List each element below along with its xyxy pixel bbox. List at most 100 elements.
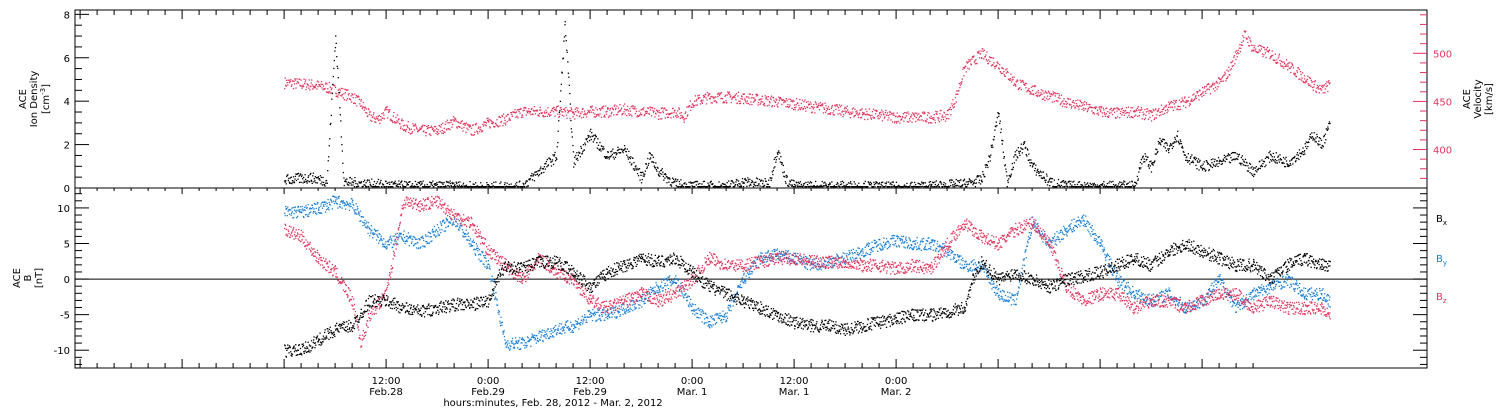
- density-point: [701, 183, 702, 184]
- density-point: [1010, 175, 1011, 176]
- by-point: [377, 230, 378, 231]
- density-point: [646, 164, 647, 165]
- velocity-point: [1093, 112, 1094, 113]
- density-point: [676, 181, 677, 182]
- density-point: [566, 40, 567, 41]
- density-point: [774, 166, 775, 167]
- density-point: [531, 175, 532, 176]
- velocity-point: [620, 109, 621, 110]
- velocity-point: [1181, 97, 1182, 98]
- density-point: [975, 179, 976, 180]
- velocity-point: [383, 112, 384, 113]
- density-point: [1008, 182, 1009, 183]
- velocity-point: [567, 110, 568, 111]
- density-point: [807, 184, 808, 185]
- velocity-point: [1267, 47, 1268, 48]
- velocity-point: [991, 57, 992, 58]
- density-point: [292, 182, 293, 183]
- density-point: [611, 155, 612, 156]
- velocity-point: [373, 114, 374, 115]
- density-point: [630, 156, 631, 157]
- velocity-point: [1071, 106, 1072, 107]
- density-point: [527, 181, 528, 182]
- density-point: [1214, 161, 1215, 162]
- velocity-point: [803, 108, 804, 109]
- density-point: [545, 163, 546, 164]
- density-point: [1151, 171, 1152, 172]
- density-point: [1250, 164, 1251, 165]
- velocity-point: [1213, 88, 1214, 89]
- by-point: [388, 241, 389, 242]
- velocity-point: [361, 99, 362, 100]
- velocity-point: [447, 120, 448, 121]
- velocity-point: [986, 51, 987, 52]
- by-point: [420, 247, 421, 248]
- density-point: [1002, 143, 1003, 144]
- velocity-point: [918, 113, 919, 114]
- density-point: [1015, 151, 1016, 152]
- density-point: [609, 158, 610, 159]
- velocity-point: [693, 107, 694, 108]
- velocity-point: [581, 111, 582, 112]
- velocity-point: [995, 66, 996, 67]
- by-point: [324, 201, 325, 202]
- density-point: [919, 186, 920, 187]
- density-point: [909, 185, 910, 186]
- density-point: [697, 181, 698, 182]
- density-point: [950, 185, 951, 186]
- by-point: [286, 208, 287, 209]
- velocity-point: [499, 125, 500, 126]
- velocity-point: [574, 114, 575, 115]
- density-point: [1011, 174, 1012, 175]
- by-point: [322, 208, 323, 209]
- velocity-point: [761, 101, 762, 102]
- velocity-point: [665, 117, 666, 118]
- velocity-point: [1043, 98, 1044, 99]
- velocity-point: [613, 114, 614, 115]
- velocity-point: [712, 102, 713, 103]
- by-point: [316, 204, 317, 205]
- velocity-point: [1296, 76, 1297, 77]
- density-point: [547, 159, 548, 160]
- velocity-point: [304, 83, 305, 84]
- by-point: [497, 305, 498, 306]
- by-point: [376, 234, 377, 235]
- velocity-point: [346, 100, 347, 101]
- density-point: [763, 180, 764, 181]
- velocity-point: [363, 102, 364, 103]
- density-point: [1146, 159, 1147, 160]
- density-point: [998, 116, 999, 117]
- velocity-point: [519, 113, 520, 114]
- velocity-point: [370, 111, 371, 112]
- velocity-point: [726, 102, 727, 103]
- density-point: [776, 156, 777, 157]
- by-point: [312, 205, 313, 206]
- density-point: [339, 107, 340, 108]
- density-point: [285, 182, 286, 183]
- velocity-point: [310, 86, 311, 87]
- by-point: [425, 234, 426, 235]
- velocity-point: [583, 114, 584, 115]
- density-point: [329, 138, 330, 139]
- velocity-point: [810, 103, 811, 104]
- density-point: [1186, 156, 1187, 157]
- density-point: [1196, 168, 1197, 169]
- velocity-point: [945, 114, 946, 115]
- velocity-point: [832, 105, 833, 106]
- velocity-point: [829, 109, 830, 110]
- density-point: [968, 181, 969, 182]
- density-point: [660, 173, 661, 174]
- velocity-point: [952, 99, 953, 100]
- velocity-point: [889, 114, 890, 115]
- velocity-point: [327, 88, 328, 89]
- density-point: [380, 180, 381, 181]
- density-point: [638, 175, 639, 176]
- velocity-point: [634, 108, 635, 109]
- velocity-point: [888, 117, 889, 118]
- density-point: [994, 130, 995, 131]
- velocity-point: [759, 104, 760, 105]
- density-point: [565, 35, 566, 36]
- by-point: [315, 204, 316, 205]
- velocity-point: [980, 50, 981, 51]
- density-point: [941, 183, 942, 184]
